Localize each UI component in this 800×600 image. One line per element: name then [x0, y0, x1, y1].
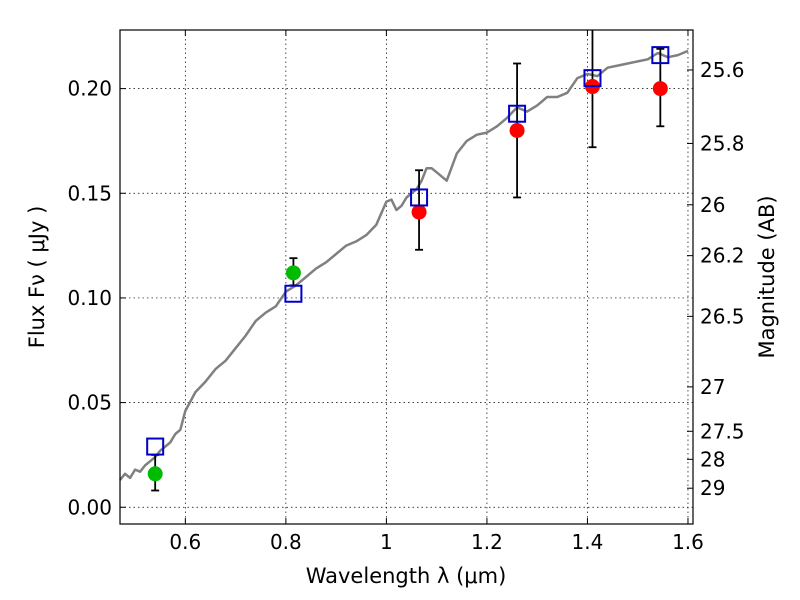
x-tick-label: 1 [380, 530, 393, 554]
magnitude-tick-label: 29 [700, 476, 725, 500]
magnitude-tick-label: 26 [700, 193, 725, 217]
magnitude-tick-label: 28 [700, 447, 725, 471]
x-tick-label: 1.2 [471, 530, 503, 554]
observed-flux-point [509, 122, 525, 138]
grid-layer [120, 30, 693, 524]
magnitude-tick-label: 27.5 [700, 419, 745, 443]
observed-flux-point [147, 466, 163, 482]
model-sed-line [119, 49, 689, 481]
plot-frame [119, 29, 694, 525]
y-tick-label: 0.00 [67, 495, 112, 519]
y-tick-label: 0.05 [67, 391, 112, 415]
y-tick-label: 0.20 [67, 77, 112, 101]
model-photometry-square [583, 69, 602, 88]
magnitude-tick-label: 25.8 [700, 131, 745, 155]
data-layer [119, 30, 689, 492]
x-tick-label: 0.8 [270, 530, 302, 554]
y-axis-label-right: Magnitude (AB) [755, 195, 779, 358]
magnitude-tick-label: 26.2 [700, 244, 745, 268]
x-tick-label: 0.6 [169, 530, 201, 554]
model-photometry-square [651, 46, 670, 65]
observed-flux-point [285, 265, 301, 281]
magnitude-tick-label: 26.5 [700, 304, 745, 328]
observed-flux-point [652, 81, 668, 97]
observed-flux-point [411, 204, 427, 220]
model-photometry-square [508, 104, 527, 123]
tick-layer: 0.6 0.8 1 1.2 1.4 1.6 0.00 0.05 0.10 0.15 0.20 25.6… [67, 30, 745, 554]
model-photometry-square [146, 437, 165, 456]
model-photometry-square [410, 188, 429, 207]
x-tick-label: 1.4 [572, 530, 604, 554]
y-tick-label: 0.10 [67, 286, 112, 310]
x-axis-label: Wavelength λ (μm) [306, 564, 507, 588]
model-photometry-square [284, 284, 303, 303]
magnitude-tick-label: 27 [700, 375, 725, 399]
x-tick-label: 1.6 [672, 530, 704, 554]
y-axis-label-left: Flux Fν ( μJy ) [25, 206, 49, 349]
y-tick-label: 0.15 [67, 181, 112, 205]
magnitude-tick-label: 25.6 [700, 58, 745, 82]
